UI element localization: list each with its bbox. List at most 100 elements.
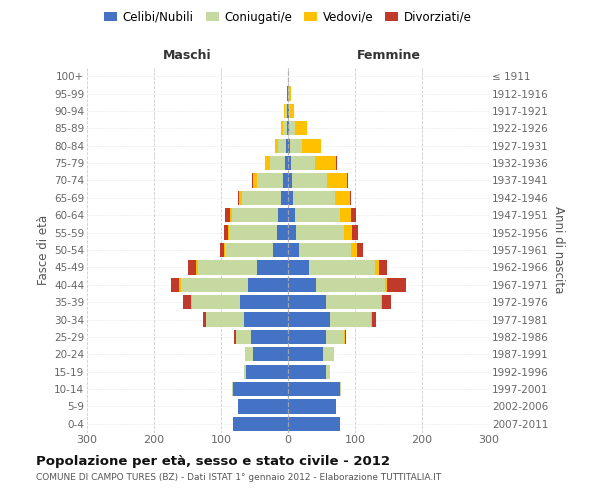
Bar [344, 330, 345, 344]
Bar [257, 174, 283, 188]
Bar [253, 347, 288, 362]
Bar [229, 226, 277, 239]
Bar [206, 312, 244, 326]
Bar [283, 174, 288, 188]
Bar [288, 86, 289, 101]
Bar [288, 416, 340, 431]
Bar [224, 226, 228, 239]
Bar [288, 330, 326, 344]
Bar [335, 190, 350, 205]
Bar [228, 226, 229, 239]
Bar [283, 121, 287, 136]
Bar [329, 312, 371, 326]
Bar [371, 312, 372, 326]
Bar [295, 208, 340, 222]
Bar [287, 86, 288, 101]
Bar [245, 347, 253, 362]
Bar [197, 260, 257, 274]
Bar [288, 260, 310, 274]
Text: Maschi: Maschi [163, 49, 212, 62]
Bar [288, 278, 316, 292]
Bar [379, 260, 387, 274]
Bar [235, 330, 236, 344]
Bar [293, 190, 335, 205]
Bar [288, 138, 290, 153]
Bar [315, 156, 336, 170]
Bar [284, 156, 288, 170]
Bar [239, 190, 242, 205]
Bar [289, 86, 290, 101]
Bar [288, 243, 299, 257]
Bar [246, 364, 288, 379]
Bar [288, 226, 296, 239]
Bar [244, 312, 288, 326]
Bar [299, 243, 351, 257]
Bar [288, 400, 336, 413]
Bar [357, 243, 363, 257]
Bar [287, 104, 288, 118]
Legend: Celibi/Nubili, Coniugati/e, Vedovi/e, Divorziati/e: Celibi/Nubili, Coniugati/e, Vedovi/e, Di… [99, 6, 477, 28]
Text: Popolazione per età, sesso e stato civile - 2012: Popolazione per età, sesso e stato civil… [36, 455, 390, 468]
Bar [244, 364, 246, 379]
Bar [351, 208, 356, 222]
Bar [288, 104, 289, 118]
Y-axis label: Anni di nascita: Anni di nascita [552, 206, 565, 294]
Bar [288, 121, 289, 136]
Bar [316, 278, 385, 292]
Bar [278, 138, 286, 153]
Bar [288, 364, 326, 379]
Bar [203, 312, 206, 326]
Bar [225, 243, 273, 257]
Bar [281, 190, 288, 205]
Bar [351, 243, 357, 257]
Bar [290, 156, 315, 170]
Bar [289, 121, 295, 136]
Bar [257, 260, 288, 274]
Bar [288, 190, 293, 205]
Bar [387, 278, 406, 292]
Bar [265, 156, 270, 170]
Bar [290, 138, 302, 153]
Bar [350, 190, 351, 205]
Bar [340, 382, 341, 396]
Bar [183, 295, 191, 310]
Bar [385, 278, 387, 292]
Bar [191, 295, 240, 310]
Bar [270, 156, 284, 170]
Bar [225, 208, 230, 222]
Bar [288, 347, 323, 362]
Bar [296, 226, 344, 239]
Bar [253, 174, 257, 188]
Bar [232, 382, 233, 396]
Bar [381, 295, 382, 310]
Bar [233, 416, 288, 431]
Bar [375, 260, 379, 274]
Bar [344, 226, 352, 239]
Bar [288, 174, 292, 188]
Bar [236, 330, 251, 344]
Bar [233, 382, 288, 396]
Bar [179, 278, 181, 292]
Bar [286, 138, 288, 153]
Bar [345, 330, 346, 344]
Bar [289, 104, 290, 118]
Bar [292, 174, 327, 188]
Bar [188, 260, 196, 274]
Bar [340, 208, 351, 222]
Bar [220, 243, 224, 257]
Bar [275, 138, 278, 153]
Bar [310, 260, 375, 274]
Bar [326, 364, 329, 379]
Bar [287, 121, 288, 136]
Bar [232, 208, 278, 222]
Bar [295, 121, 307, 136]
Bar [273, 243, 288, 257]
Bar [242, 190, 281, 205]
Bar [288, 156, 290, 170]
Bar [288, 208, 295, 222]
Bar [181, 278, 248, 292]
Y-axis label: Fasce di età: Fasce di età [37, 215, 50, 285]
Bar [224, 243, 225, 257]
Bar [230, 208, 232, 222]
Text: Femmine: Femmine [356, 49, 421, 62]
